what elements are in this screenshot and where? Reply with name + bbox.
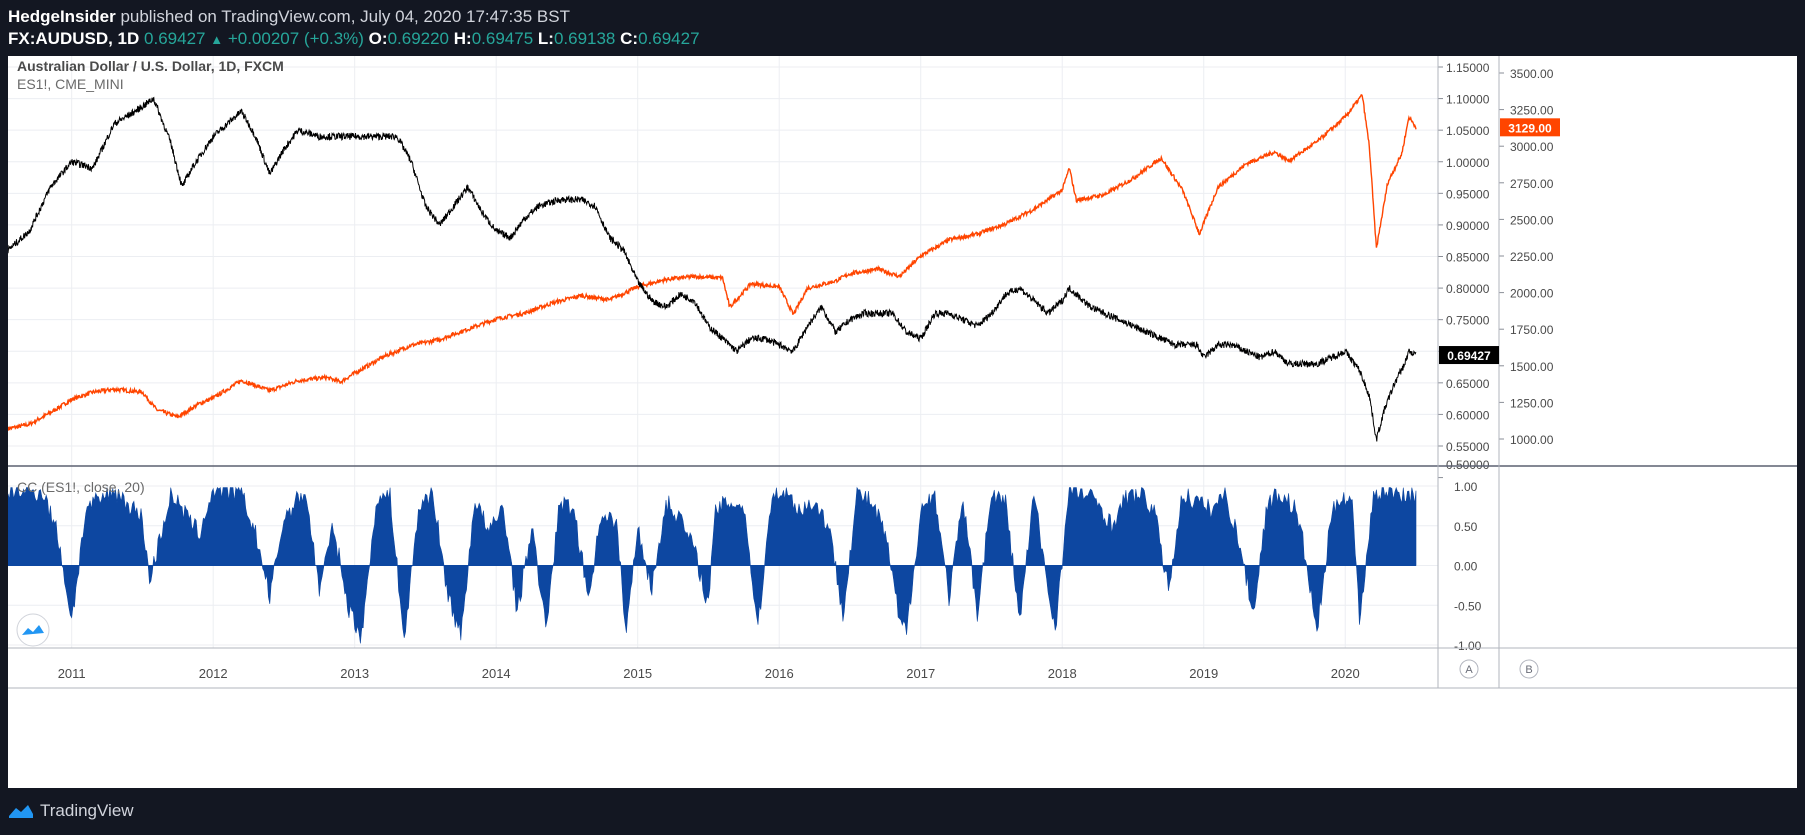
price-change: +0.00207 (+0.3%) — [227, 29, 364, 48]
x-tick-label: 2016 — [765, 666, 794, 681]
low-label: L: — [537, 29, 554, 48]
es-axis-tick-label: 1250.00 — [1510, 396, 1554, 410]
high-label: H: — [453, 29, 472, 48]
es-axis-tick-label: 3250.00 — [1510, 104, 1554, 118]
es-axis-tick-label: 3500.00 — [1510, 67, 1554, 81]
es-axis-tick-label: 3000.00 — [1510, 140, 1554, 154]
close-label: C: — [620, 29, 639, 48]
pane-labels: Australian Dollar / U.S. Dollar, 1D, FXC… — [17, 58, 284, 495]
author-name[interactable]: HedgeInsider — [8, 7, 116, 26]
up-arrow-icon: ▲ — [210, 32, 224, 47]
right-axis-tick-label: 1.10000 — [1446, 93, 1490, 107]
x-tick-label: 2011 — [58, 666, 86, 681]
overlay-title: ES1!, CME_MINI — [17, 76, 124, 92]
es-series — [8, 94, 1417, 431]
publish-info: published on TradingView.com, July 04, 2… — [120, 7, 570, 26]
chart-frame[interactable]: 2011 2012 2013 2014 2015 2016 2017 2018 2019 2020… — [8, 56, 1797, 788]
x-tick-label: 2017 — [906, 666, 935, 681]
indicator-tick-label: -1.00 — [1454, 639, 1482, 653]
es-axis-tick-label: 1500.00 — [1510, 360, 1554, 374]
es-axis-tick-label: 2000.00 — [1510, 287, 1554, 301]
quote-line: FX:AUDUSD, 1D 0.69427 ▲ +0.00207 (+0.3%)… — [8, 29, 700, 49]
chart-canvas[interactable]: 2011 2012 2013 2014 2015 2016 2017 2018 2019 2020… — [8, 56, 1797, 788]
es-last-badge — [1500, 118, 1560, 137]
es1-line — [8, 94, 1417, 431]
footer-brand[interactable]: TradingView — [40, 801, 134, 820]
es-axis-tick-label: 1000.00 — [1510, 433, 1554, 447]
audusd-last-label: 0.69427 — [1447, 349, 1491, 363]
open-value: 0.69220 — [387, 29, 450, 48]
es-axis-tick-label: 2250.00 — [1510, 250, 1554, 264]
scale-button-label: A — [1465, 664, 1473, 676]
main-pane-title: Australian Dollar / U.S. Dollar, 1D, FXC… — [17, 58, 284, 74]
indicator-tick-label: 0.00 — [1454, 560, 1478, 574]
right-axis-tick-label: 0.65000 — [1446, 377, 1490, 391]
scale-button-label: B — [1525, 664, 1532, 676]
axes: 2011 2012 2013 2014 2015 2016 2017 2018 2019 2020… — [8, 56, 1797, 689]
right-axis-tick-label: 0.50000 — [1446, 458, 1490, 472]
x-tick-label: 2013 — [340, 666, 369, 681]
es-axis-tick-label: 2500.00 — [1510, 213, 1554, 227]
right-axis-tick-label: 1.00000 — [1446, 156, 1490, 170]
audusd-last-badge — [1439, 346, 1499, 365]
x-tick-label: 2018 — [1048, 666, 1077, 681]
indicator-tick-label: 1.00 — [1454, 480, 1478, 494]
x-tick-label: 2015 — [623, 666, 652, 681]
right-axis-tick-label: 1.15000 — [1446, 61, 1490, 75]
last-price: 0.69427 — [144, 29, 206, 48]
correlation-pane — [8, 486, 1417, 644]
chart-header: HedgeInsider published on TradingView.co… — [0, 0, 1805, 56]
high-value: 0.69475 — [471, 29, 534, 48]
right-axis-tick-label: 0.60000 — [1446, 408, 1490, 422]
audusd-line — [8, 96, 1417, 442]
right-axis-tick-label: 0.75000 — [1446, 314, 1490, 328]
open-label: O: — [368, 29, 388, 48]
right-axis-tick-label: 0.95000 — [1446, 187, 1490, 201]
right-axis-tick-label: 0.90000 — [1446, 219, 1490, 233]
symbol-label: FX:AUDUSD, 1D — [8, 29, 140, 48]
es-axis-tick-label: 2750.00 — [1510, 177, 1554, 191]
right-axis-tick-label: 0.85000 — [1446, 251, 1490, 265]
close-value: 0.69427 — [638, 29, 700, 48]
x-tick-label: 2012 — [199, 666, 228, 681]
indicator-tick-label: -0.50 — [1454, 599, 1482, 613]
tradingview-badge-icon[interactable] — [16, 613, 50, 647]
indicator-tick-label: 0.50 — [1454, 520, 1478, 534]
footer-bar: TradingView — [0, 788, 1805, 835]
indicator-title: CC (ES1!, close, 20) — [17, 479, 145, 495]
low-value: 0.69138 — [553, 29, 616, 48]
x-tick-label: 2019 — [1189, 666, 1218, 681]
es-last-label: 3129.00 — [1508, 121, 1552, 135]
es-axis-tick-label: 1750.00 — [1510, 323, 1554, 337]
scale-button-a — [1459, 659, 1479, 679]
x-tick-label: 2014 — [482, 666, 511, 681]
right-axis-tick-label: 0.80000 — [1446, 282, 1490, 296]
right-axis-tick-label: 1.05000 — [1446, 124, 1490, 138]
x-tick-label: 2020 — [1331, 666, 1360, 681]
scale-button-b — [1519, 659, 1539, 679]
right-axis-tick-label: 0.55000 — [1446, 440, 1490, 454]
audusd-series — [8, 96, 1417, 442]
publish-line: HedgeInsider published on TradingView.co… — [8, 7, 570, 27]
tradingview-logo-icon[interactable] — [8, 802, 34, 820]
